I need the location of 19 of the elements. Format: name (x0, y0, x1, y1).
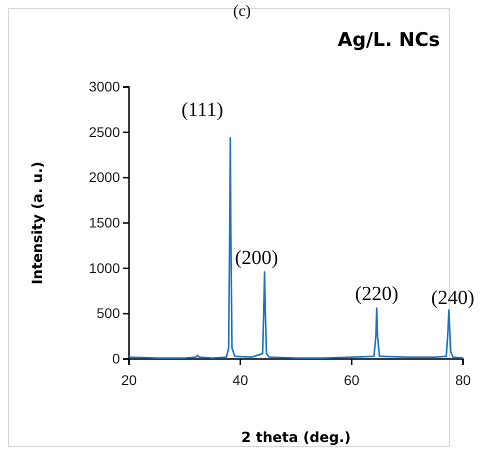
chart-title: Ag/L. NCs (338, 29, 440, 51)
annotation: (200) (234, 246, 278, 269)
y-tick-label: 1500 (88, 214, 120, 230)
x-tick-label: 80 (455, 372, 471, 388)
annotation: (240) (431, 287, 474, 310)
y-tick-label: 1000 (88, 260, 120, 276)
text: (c) (233, 3, 251, 20)
y-tick-label: 3000 (88, 78, 120, 94)
x-tick-label: 60 (344, 372, 360, 388)
y-tick-label: 0 (112, 350, 120, 366)
annotation: (111) (181, 98, 224, 121)
x-tick-label: 20 (121, 372, 137, 388)
y-axis-title: Intensity (a. u.) (30, 162, 46, 284)
annotation: (220) (355, 283, 398, 306)
y-tick-label: 2500 (88, 124, 120, 140)
x-tick-label: 40 (232, 372, 248, 388)
y-tick-label: 2000 (88, 169, 120, 186)
x-axis-title: 2 theta (deg.) (241, 430, 351, 446)
y-tick-label: 500 (96, 305, 120, 322)
